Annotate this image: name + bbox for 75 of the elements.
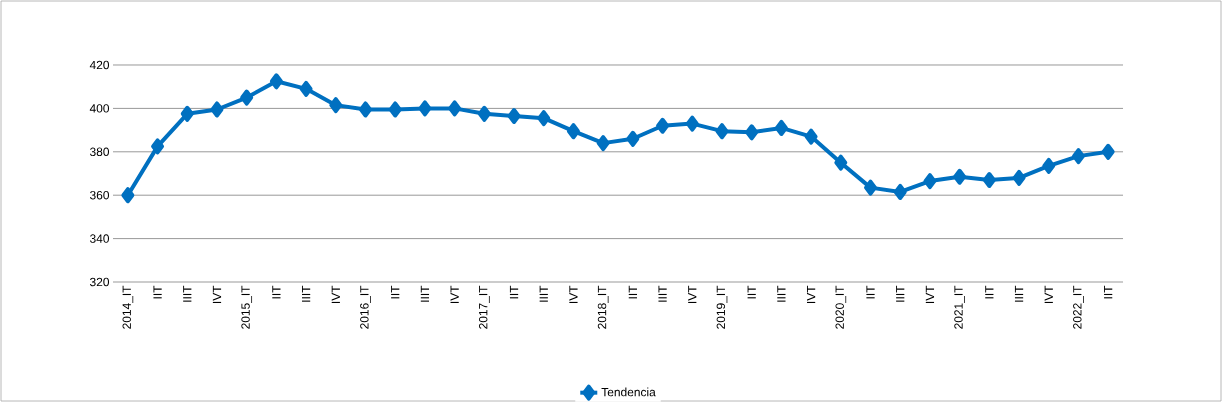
point bbox=[329, 97, 343, 114]
point bbox=[1012, 169, 1026, 186]
point bbox=[1071, 148, 1085, 165]
point bbox=[982, 172, 996, 189]
x-tick-label: IIT bbox=[272, 285, 281, 299]
x-tick-label: 2014_IT bbox=[122, 285, 134, 329]
point bbox=[121, 187, 135, 204]
x-tick-label: IVT bbox=[807, 285, 816, 304]
x-tick-label: IIIT bbox=[658, 285, 667, 302]
point bbox=[1101, 143, 1115, 160]
x-tick-label: 2019_IT bbox=[716, 285, 728, 329]
x-tick-label: IIIT bbox=[183, 285, 192, 302]
point bbox=[923, 173, 937, 190]
y-tick-label: 320 bbox=[89, 277, 110, 287]
point bbox=[477, 105, 491, 122]
point bbox=[685, 115, 699, 132]
point bbox=[953, 168, 967, 185]
x-tick-label: IIIT bbox=[301, 285, 311, 302]
point bbox=[774, 119, 788, 136]
point bbox=[448, 100, 462, 117]
x-tick-label: 2021_IT bbox=[954, 285, 965, 329]
point bbox=[537, 110, 551, 127]
point bbox=[656, 117, 670, 134]
y-tick-label: 400 bbox=[89, 104, 110, 113]
x-tick-label: IIT bbox=[747, 285, 756, 299]
x-tick-label: IIIT bbox=[420, 285, 430, 302]
point bbox=[804, 128, 818, 145]
x-tick-label: 2018_IT bbox=[597, 285, 609, 329]
x-tick-label: IIT bbox=[985, 285, 994, 299]
x-tick-label: IVT bbox=[450, 285, 459, 304]
point bbox=[418, 100, 432, 117]
x-tick-label: IVT bbox=[1044, 285, 1053, 304]
point bbox=[507, 107, 521, 124]
x-tick-label: IIT bbox=[628, 285, 637, 299]
x-tick-label: 2015_IT bbox=[241, 285, 253, 329]
x-tick-label: IIIT bbox=[896, 285, 905, 302]
x-tick-label: 2022_IT bbox=[1073, 285, 1084, 329]
point bbox=[180, 105, 194, 122]
x-tick-label: IIIT bbox=[777, 285, 786, 302]
x-tick-label: IIT bbox=[509, 285, 519, 299]
point bbox=[596, 135, 610, 152]
point bbox=[1042, 157, 1056, 174]
x-tick-label: IVT bbox=[688, 285, 697, 304]
point bbox=[359, 101, 373, 118]
y-tick-label: 420 bbox=[89, 60, 110, 70]
point bbox=[299, 80, 313, 97]
x-tick-label: IVT bbox=[331, 285, 340, 304]
x-tick-label: 2016_IT bbox=[360, 285, 371, 329]
y-tick-label: 380 bbox=[89, 147, 110, 157]
x-tick-label: IIT bbox=[1104, 285, 1113, 299]
point bbox=[269, 73, 283, 90]
point bbox=[388, 101, 402, 118]
x-tick-label: IIT bbox=[153, 285, 162, 299]
point bbox=[626, 130, 640, 147]
x-tick-label: 2020_IT bbox=[835, 285, 847, 329]
point bbox=[715, 123, 729, 140]
point bbox=[745, 124, 759, 141]
legend-label: Tendencia bbox=[601, 387, 656, 397]
point bbox=[210, 101, 224, 118]
x-tick-label: 2017_IT bbox=[478, 285, 490, 329]
x-tick-label: IIIT bbox=[1014, 285, 1024, 302]
point bbox=[834, 154, 848, 171]
x-tick-label: IVT bbox=[569, 285, 578, 304]
x-tick-label: IIT bbox=[391, 285, 400, 299]
point bbox=[151, 138, 165, 155]
x-tick-label: IVT bbox=[212, 285, 222, 304]
x-tick-label: IVT bbox=[925, 285, 935, 304]
point bbox=[864, 179, 878, 196]
point bbox=[566, 123, 580, 140]
x-tick-label: IIIT bbox=[539, 285, 548, 302]
y-tick-label: 340 bbox=[89, 234, 110, 243]
point bbox=[893, 183, 907, 200]
point bbox=[240, 89, 254, 106]
x-tick-label: IIT bbox=[866, 285, 875, 299]
y-tick-label: 360 bbox=[89, 190, 110, 200]
